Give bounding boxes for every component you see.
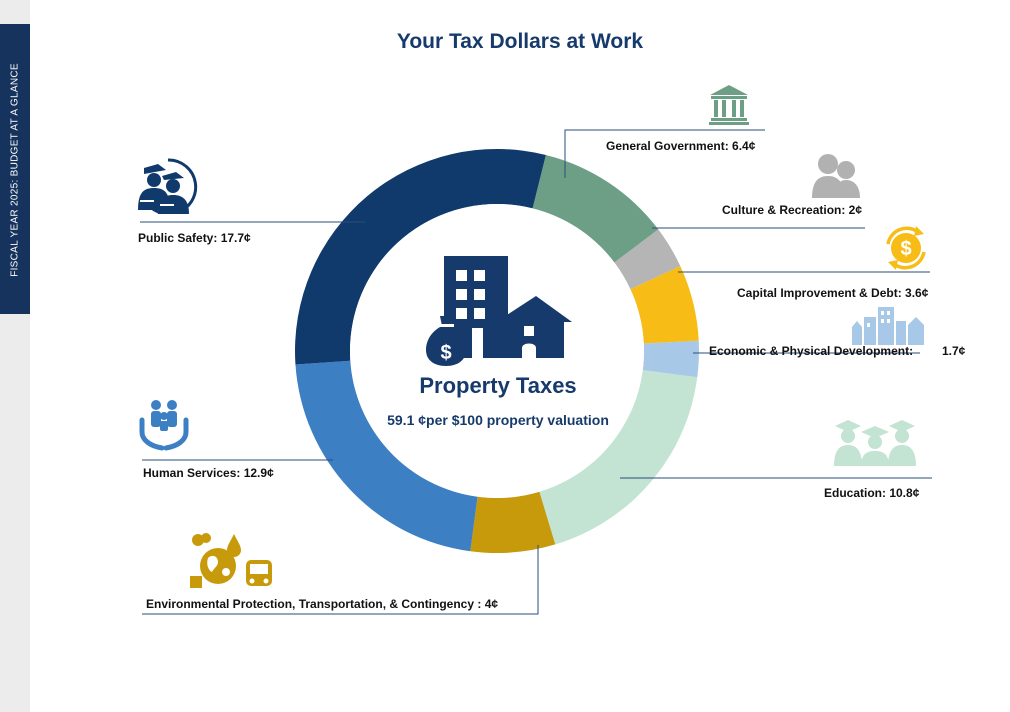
graduates-icon [834, 420, 916, 466]
svg-text:$: $ [440, 342, 451, 364]
slice-culture-recreation [614, 229, 681, 290]
leader-general-government [564, 129, 765, 178]
center-subtitle: 59.1 ¢per $100 property valuation [387, 412, 609, 428]
city-buildings-icon [852, 307, 924, 345]
slice-public-safety [295, 149, 546, 365]
family-hands-icon [139, 400, 189, 451]
slice-general-government [532, 155, 659, 263]
label-environmental: Environmental Protection, Transportation… [146, 597, 499, 611]
center-title: Property Taxes [419, 373, 577, 398]
label-human-services: Human Services: 12.9¢ [143, 466, 274, 480]
police-icon [138, 158, 198, 214]
label-economic-development: Economic & Physical Development: [709, 344, 914, 358]
slice-capital-improvement-debt [630, 266, 699, 344]
chart-title: Your Tax Dollars at Work [396, 30, 644, 53]
sidebar-tab [0, 24, 30, 314]
government-building-icon [709, 85, 749, 125]
label-capital-improvement: Capital Improvement & Debt: 3.6¢ [737, 286, 929, 300]
label-culture-recreation: Culture & Recreation: 2¢ [722, 203, 863, 217]
slice-human-services [295, 360, 478, 552]
label-public-safety: Public Safety: 17.7¢ [138, 231, 251, 245]
leader-lines [140, 129, 932, 615]
label-education: Education: 10.8¢ [824, 486, 920, 500]
label-economic-development-value: 1.7¢ [942, 344, 966, 358]
environment-bus-icon [190, 533, 272, 588]
slice-economic-physical-development [642, 340, 699, 378]
slice-environmental-protection-transportation-contingency [470, 491, 556, 553]
leader-environmental [142, 545, 539, 615]
label-general-government: General Government: 6.4¢ [606, 139, 756, 153]
donut-slices [295, 149, 699, 553]
svg-text:$: $ [900, 238, 911, 260]
people-icon [812, 154, 860, 198]
building-house-money-icon: $ [426, 256, 572, 366]
dollar-cycle-icon: $ [886, 226, 926, 270]
slice-education [539, 370, 698, 545]
